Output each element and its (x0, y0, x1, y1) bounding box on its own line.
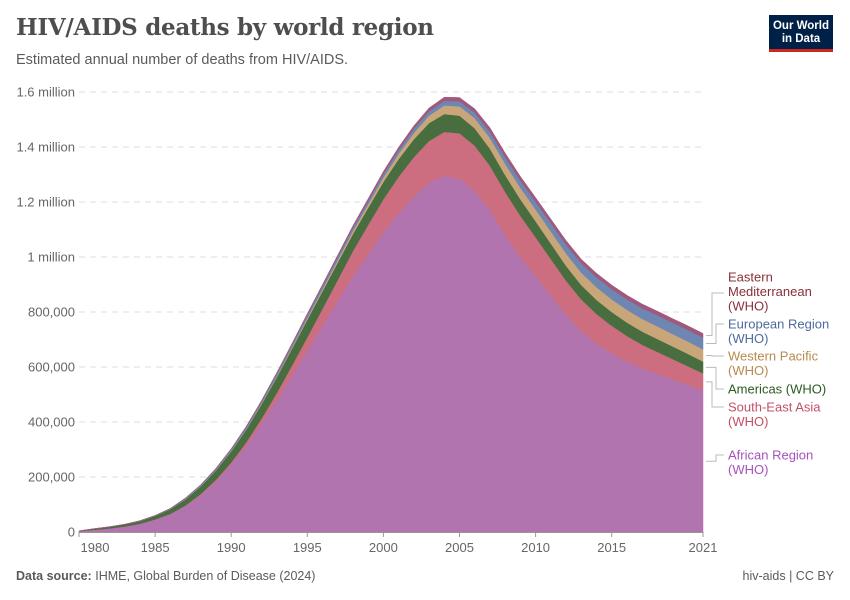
y-tick-label: 800,000 (28, 305, 75, 320)
data-source: Data source: IHME, Global Burden of Dise… (16, 569, 315, 583)
legend-label: (WHO) (728, 414, 768, 429)
x-tick-label: 2010 (521, 540, 550, 555)
legend-label: European Region (728, 317, 829, 332)
y-tick-label: 600,000 (28, 360, 75, 375)
y-tick-label: 1.4 million (16, 140, 75, 155)
legend-label: (WHO) (728, 331, 768, 346)
source-label: Data source: (16, 569, 92, 583)
legend-connector (706, 381, 724, 408)
y-tick-label: 1 million (27, 250, 75, 265)
chart-subtitle: Estimated annual number of deaths from H… (16, 52, 349, 68)
x-tick-label: 2015 (597, 540, 626, 555)
legend-connector (706, 454, 724, 462)
legend-label: Americas (WHO) (728, 382, 826, 397)
legend-label: (WHO) (728, 299, 768, 314)
y-tick-label: 400,000 (28, 415, 75, 430)
chart-title: HIV/AIDS deaths by world region (16, 14, 434, 41)
y-tick-label: 1.6 million (16, 85, 75, 100)
legend-connector (706, 354, 724, 357)
area-eastern-mediterranean-who- (78, 96, 704, 532)
area-african-region-who- (78, 175, 704, 533)
x-tick-label: 2021 (689, 540, 718, 555)
owid-logo[interactable]: Our World in Data (769, 15, 833, 52)
legend-connector (706, 323, 724, 344)
x-tick-label: 2000 (369, 540, 398, 555)
x-tick-label: 1985 (141, 540, 170, 555)
legend-label: South-East Asia (728, 400, 821, 415)
license-text[interactable]: hiv-aids | CC BY (742, 569, 834, 583)
legend-connector (706, 366, 724, 390)
legend-label: (WHO) (728, 462, 768, 477)
source-text[interactable]: IHME, Global Burden of Disease (2024) (95, 569, 316, 583)
y-tick-label: 1.2 million (16, 195, 75, 210)
y-tick-label: 0 (68, 525, 75, 540)
x-tick-label: 1990 (217, 540, 246, 555)
legend-label: Eastern (728, 270, 773, 285)
legend-label: Mediterranean (728, 284, 812, 299)
legend-label: African Region (728, 448, 813, 463)
legend-label: (WHO) (728, 363, 768, 378)
x-tick-label: 1995 (293, 540, 322, 555)
legend-connector (706, 292, 724, 337)
y-tick-label: 200,000 (28, 470, 75, 485)
legend-label: Western Pacific (728, 349, 819, 364)
x-tick-label: 2005 (445, 540, 474, 555)
x-tick-label: 1980 (81, 540, 110, 555)
